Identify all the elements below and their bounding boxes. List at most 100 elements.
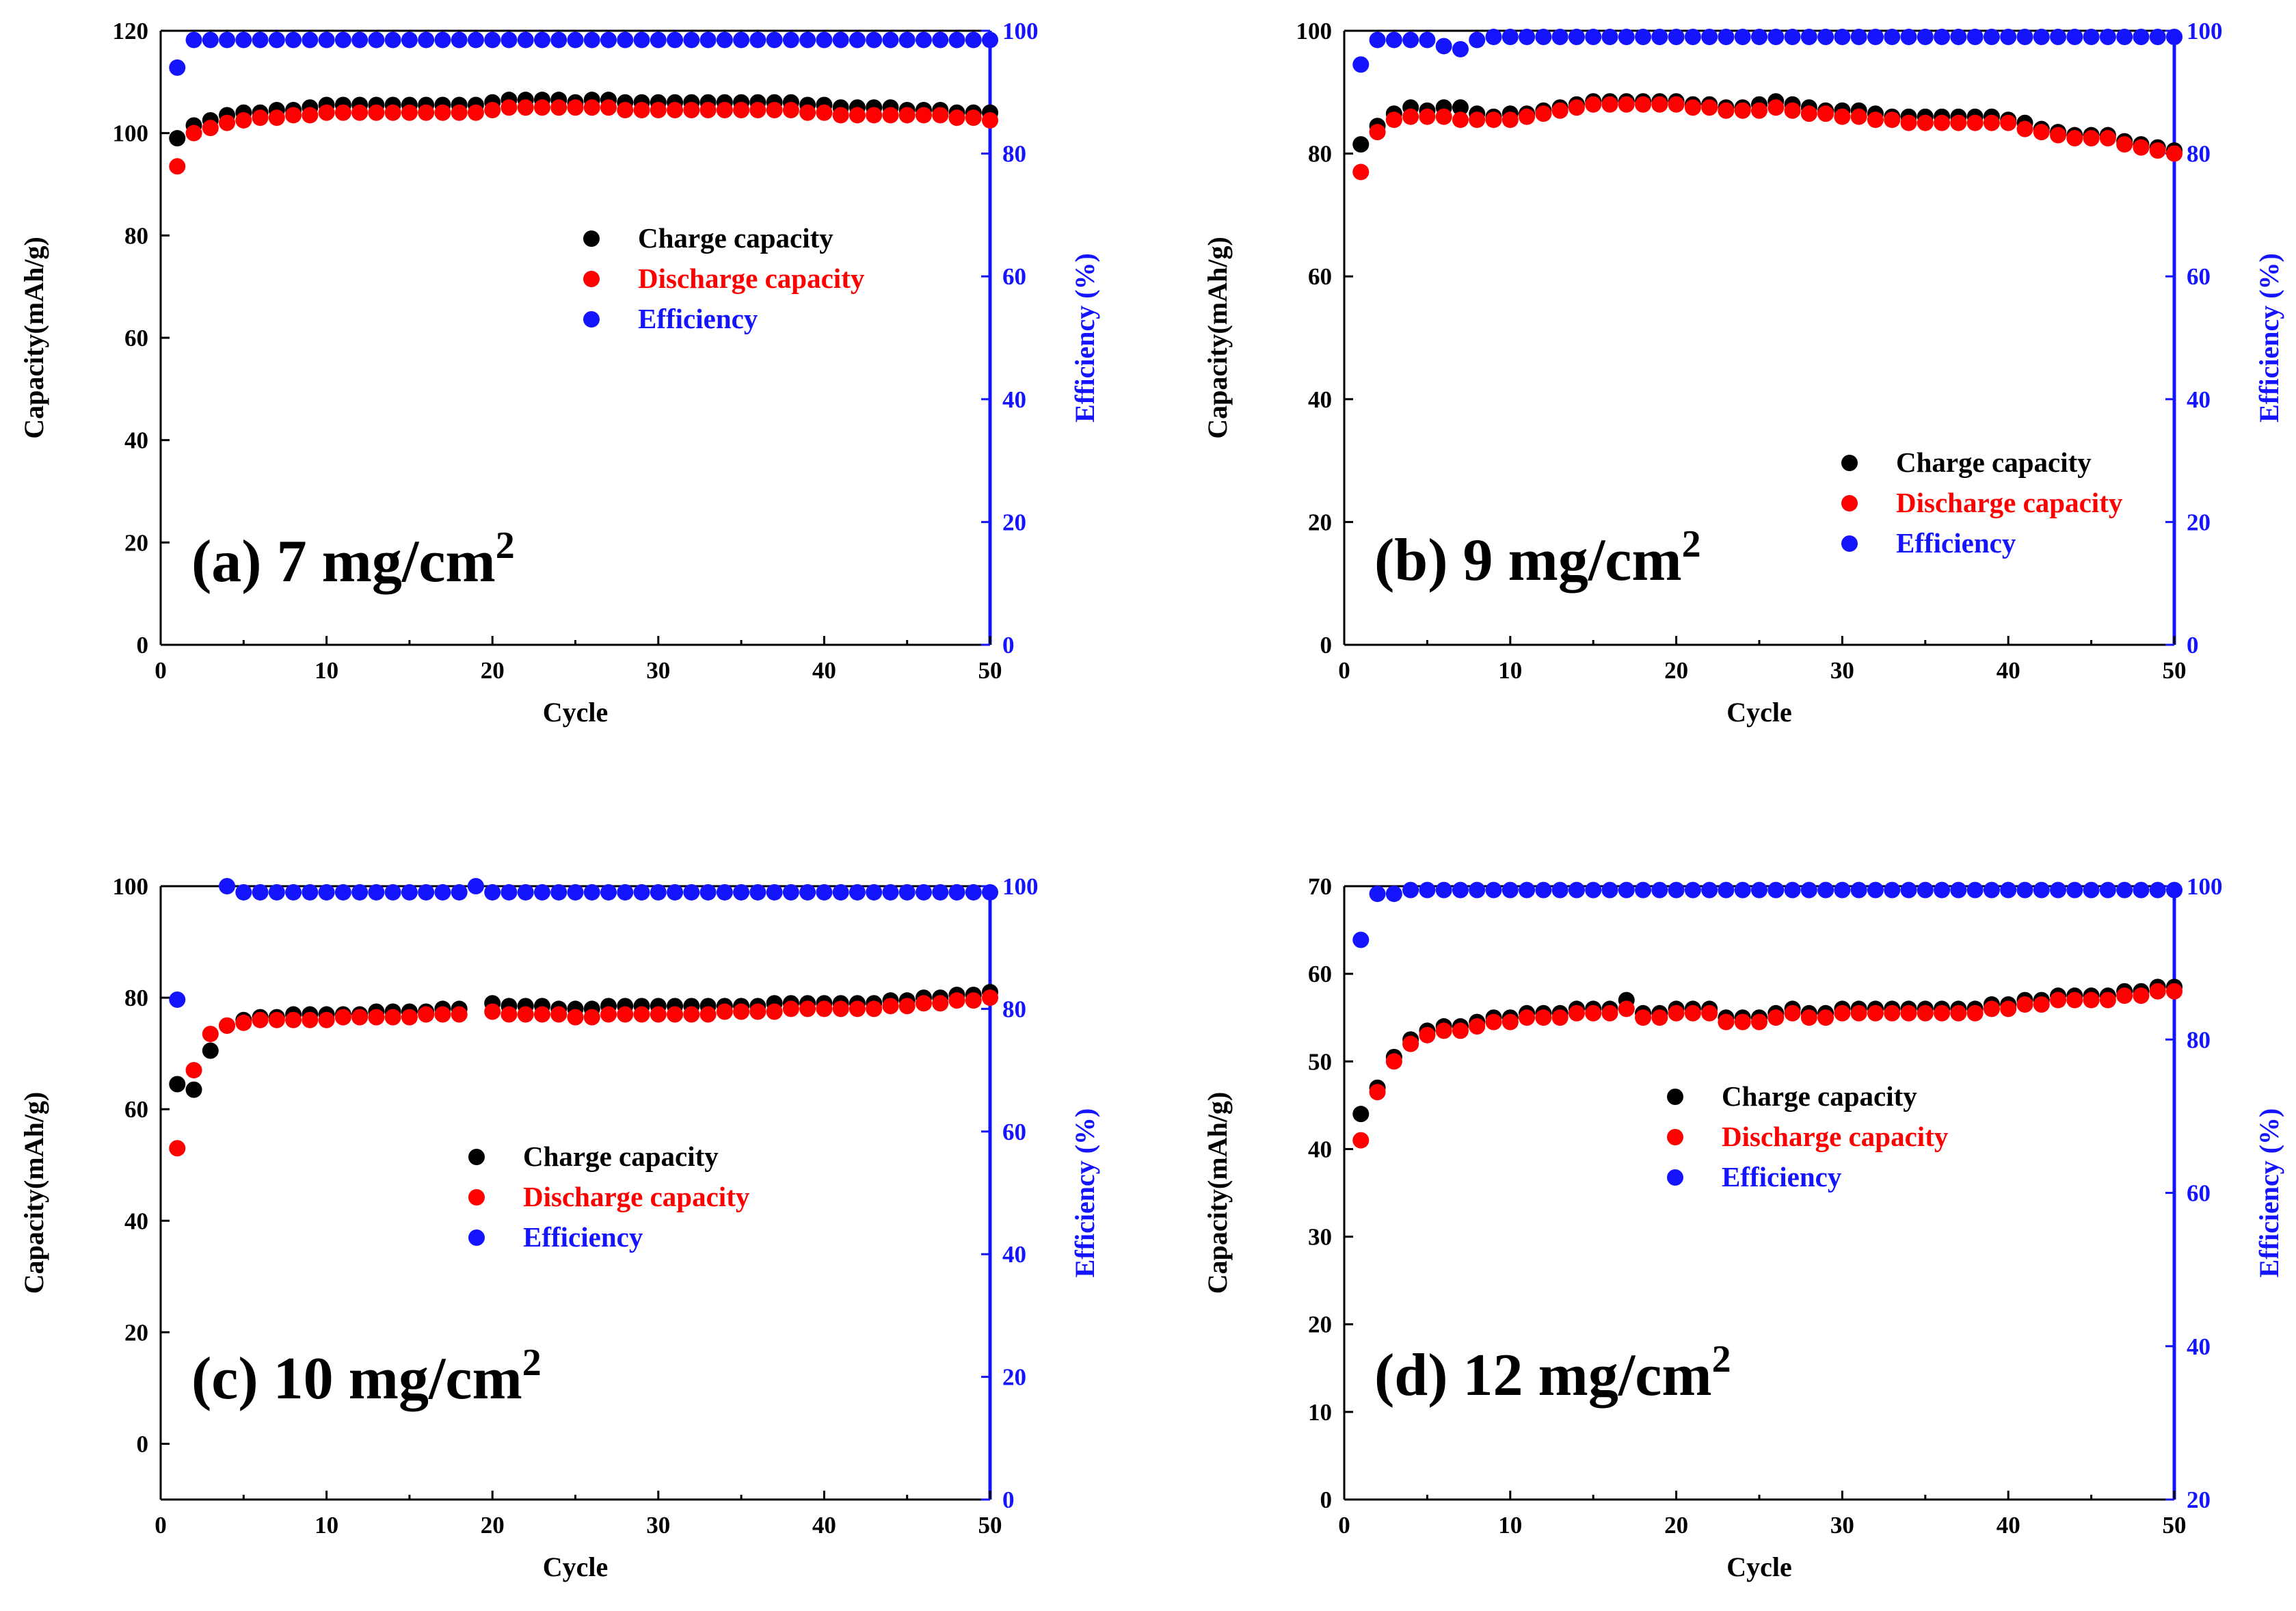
x-tick-label: 20 [481,657,505,684]
data-point [882,998,899,1015]
data-point [832,31,849,49]
data-point [915,883,932,901]
data-point [1402,108,1419,125]
data-point [882,31,899,49]
data-point [1352,136,1370,153]
data-point [2133,28,2150,45]
data-point [1535,1009,1552,1026]
y2-axis-title: Efficiency (%) [1069,1108,1100,1278]
data-point [1435,108,1452,125]
data-point [1419,108,1436,125]
data-point [882,107,899,124]
data-point [467,878,484,894]
data-point [1385,31,1402,49]
data-point [617,1006,634,1023]
data-point [302,1011,319,1028]
data-point [285,1011,302,1028]
y2-tick-label: 60 [1002,1119,1026,1145]
data-point [849,1000,866,1017]
data-point [898,107,916,124]
data-point [533,1006,550,1023]
data-point [982,31,998,49]
y2-tick-label: 100 [1002,18,1039,44]
legend-entry: Charge capacity [523,1141,719,1172]
y2-tick-label: 60 [2187,1180,2211,1207]
x-tick-label: 30 [646,1512,670,1539]
data-point [202,120,219,137]
data-point [1718,881,1735,898]
data-point [1452,881,1469,898]
y2-tick-label: 0 [1002,1487,1015,1513]
series-discharge-capacity [169,989,998,1157]
data-point [451,104,468,121]
data-point [849,107,866,124]
data-point [351,31,369,49]
y2-tick-label: 80 [1002,996,1026,1022]
data-point [699,31,717,49]
data-point [1966,28,1984,45]
data-point [1551,102,1569,119]
data-point [500,99,518,116]
data-point [2000,1000,2017,1017]
data-point [2016,120,2033,137]
legend-marker [1667,1129,1683,1145]
data-point [1884,111,1901,129]
data-point [1435,1022,1452,1039]
data-point [1983,114,2000,131]
data-point [832,107,849,124]
data-point [683,1006,700,1023]
data-point [2050,28,2067,45]
data-point [334,883,351,901]
x-tick-label: 50 [2163,657,2187,684]
x-tick-label: 10 [315,1512,338,1539]
data-point [252,31,269,49]
data-point [368,31,385,49]
chart-panel-4: 0 10 20 30 40 50 0 10 20 30 40 50 60 70 20 40 60 80 100 Cyc… [1202,873,2284,1582]
data-point [1469,111,1486,129]
data-point [219,31,236,49]
y2-tick-label: 0 [2187,632,2199,658]
data-point [1635,1009,1652,1026]
data-point [1867,881,1884,898]
x-tick-label: 30 [1830,1512,1854,1539]
y-axis-title: Capacity(mAh/g) [1202,237,1233,439]
data-point [617,31,634,49]
y-tick-label: 40 [1308,1136,1332,1162]
data-point [484,31,501,49]
data-point [302,31,319,49]
data-point [219,878,236,894]
data-point [1800,28,1817,45]
legend: Charge capacity Discharge capacity Efficie… [468,1141,750,1253]
x-tick-label: 30 [1830,657,1854,684]
data-point [583,99,600,116]
y2-tick-label: 40 [2187,386,2211,413]
data-point [169,991,186,1008]
data-point [2133,987,2150,1004]
legend-entry: Efficiency [1722,1161,1842,1193]
data-point [849,883,866,901]
y-tick-label: 100 [113,873,149,900]
data-point [683,31,700,49]
y2-tick-label: 100 [1002,873,1039,900]
data-point [1900,881,1917,898]
data-point [617,883,634,901]
data-point [600,99,617,116]
data-point [401,31,418,49]
data-point [1817,105,1834,122]
data-point [1651,1009,1668,1026]
data-point [235,111,252,129]
data-point [2166,28,2182,45]
data-point [1385,1053,1402,1070]
x-tick-label: 20 [1664,657,1688,684]
data-point [1701,881,1718,898]
data-point [1767,99,1785,116]
y-tick-label: 30 [1308,1224,1332,1251]
data-point [600,31,617,49]
legend-entry: Charge capacity [638,222,833,254]
data-point [749,101,766,118]
data-point [2033,881,2050,898]
data-point [1651,96,1668,113]
data-point [567,99,584,116]
y-tick-label: 100 [113,120,149,147]
